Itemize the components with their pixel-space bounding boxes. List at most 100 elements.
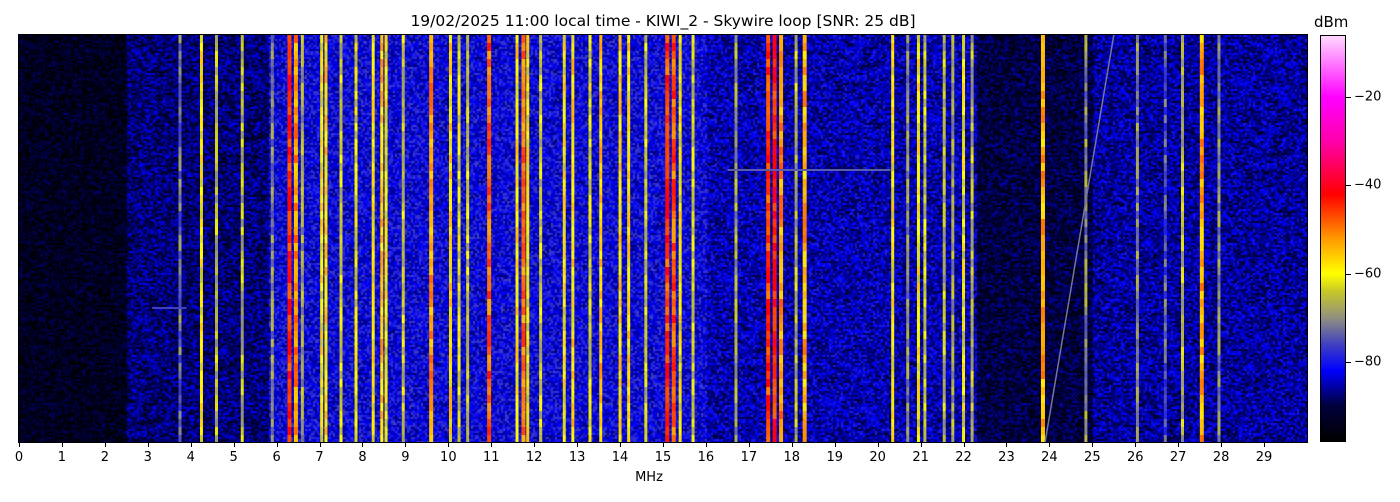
signal-trace <box>562 35 566 442</box>
chirp-sweep-trace <box>1044 35 1115 442</box>
signal-trace <box>487 35 492 442</box>
signal-trace <box>1199 35 1204 442</box>
x-tick <box>620 442 622 447</box>
x-tick <box>1092 442 1094 447</box>
signal-trace <box>644 35 648 442</box>
signal-trace <box>354 35 358 442</box>
signal-layer <box>152 35 1221 442</box>
x-tick <box>1135 442 1137 447</box>
x-tick-label: 10 <box>440 450 457 465</box>
x-tick <box>748 442 750 447</box>
x-tick-label: 16 <box>697 450 715 465</box>
signal-trace <box>906 35 910 442</box>
signal-trace <box>1217 35 1221 442</box>
signal-trace <box>178 35 182 442</box>
signal-trace <box>916 35 920 442</box>
signal-trace <box>287 35 292 442</box>
signal-trace <box>772 35 777 442</box>
x-tick <box>877 442 879 447</box>
signal-trace <box>599 35 603 442</box>
x-tick <box>233 442 235 447</box>
colorbar-tick-label: −80 <box>1354 354 1382 370</box>
signal-trace <box>380 35 384 442</box>
signal-trace <box>942 35 946 442</box>
x-tick-label: 21 <box>912 450 929 465</box>
x-tick <box>147 442 149 447</box>
x-tick-label: 24 <box>1041 450 1058 465</box>
signal-trace <box>734 35 738 442</box>
signal-trace <box>627 35 631 442</box>
signal-trace <box>320 35 324 442</box>
x-tick-label: 15 <box>654 450 672 465</box>
signal-trace <box>794 35 798 442</box>
x-tick <box>1221 442 1223 447</box>
x-tick <box>834 442 836 447</box>
x-tick <box>1049 442 1051 447</box>
signal-trace <box>466 35 470 442</box>
signal-trace <box>339 35 343 442</box>
x-tick-label: 13 <box>568 450 586 465</box>
x-tick-label: 7 <box>315 450 324 465</box>
x-tick <box>705 442 707 447</box>
x-tick-label: 12 <box>525 450 543 465</box>
colorbar-tick <box>1346 185 1351 187</box>
signal-trace <box>521 35 526 442</box>
x-tick-label: 0 <box>14 450 24 465</box>
x-tick-label: 29 <box>1255 450 1273 465</box>
colorbar-tick <box>1346 362 1351 364</box>
signal-trace <box>1135 35 1139 442</box>
x-tick-label: 8 <box>358 450 367 465</box>
x-tick <box>362 442 364 447</box>
x-tick-label: 26 <box>1126 450 1144 465</box>
x-tick <box>61 442 63 447</box>
x-tick-label: 25 <box>1084 450 1101 465</box>
x-tick-label: 19 <box>826 450 843 465</box>
colorbar-tick-label: −40 <box>1354 177 1382 193</box>
signal-trace <box>539 35 543 442</box>
signal-trace <box>671 35 676 442</box>
x-tick-label: 5 <box>229 450 238 465</box>
x-tick-label: 6 <box>272 450 281 465</box>
x-tick <box>1178 442 1180 447</box>
x-tick-label: 1 <box>57 450 67 465</box>
x-tick-label: 14 <box>611 450 629 465</box>
x-tick-label: 27 <box>1169 450 1187 465</box>
x-axis: 0 1 2 3 4 5 6 7 8 9 10 11 12 13 14 15 16 17 18 19 20 21 22 23 24… <box>0 442 1320 502</box>
x-tick <box>534 442 536 447</box>
x-tick-label: 20 <box>869 450 886 465</box>
x-tick <box>491 442 493 447</box>
x-tick <box>190 442 192 447</box>
signal-trace <box>618 35 622 442</box>
colorbar-tick-label: −60 <box>1354 266 1382 282</box>
colorbar-tick-label: −20 <box>1354 89 1382 105</box>
signal-trace <box>300 35 304 442</box>
signal-trace <box>1084 35 1088 442</box>
x-tick <box>1006 442 1008 447</box>
x-tick <box>19 442 20 447</box>
signal-trace <box>429 35 434 442</box>
signal-trace <box>457 35 461 442</box>
x-tick <box>276 442 278 447</box>
signal-trace <box>1180 35 1184 442</box>
signal-trace <box>665 35 670 442</box>
x-tick-label: 28 <box>1212 450 1230 465</box>
colorbar-tick <box>1346 96 1351 98</box>
signal-trace <box>970 35 974 442</box>
x-tick <box>319 442 321 447</box>
x-tick-label: 22 <box>955 450 972 465</box>
x-tick <box>663 442 664 447</box>
x-tick <box>448 442 450 447</box>
noise-floor-heatmap <box>19 35 1307 442</box>
signal-trace <box>571 35 575 442</box>
signal-trace <box>766 35 771 442</box>
colorbar-label: dBm <box>1314 13 1349 31</box>
signal-trace <box>240 35 244 442</box>
signal-trace <box>324 35 328 442</box>
signal-trace <box>962 35 966 442</box>
signal-trace <box>1040 35 1045 442</box>
signal-trace <box>923 35 927 442</box>
signal-trace <box>270 35 274 442</box>
signal-trace <box>199 35 203 442</box>
signal-trace <box>779 35 784 442</box>
colorbar-tick <box>1346 273 1351 275</box>
